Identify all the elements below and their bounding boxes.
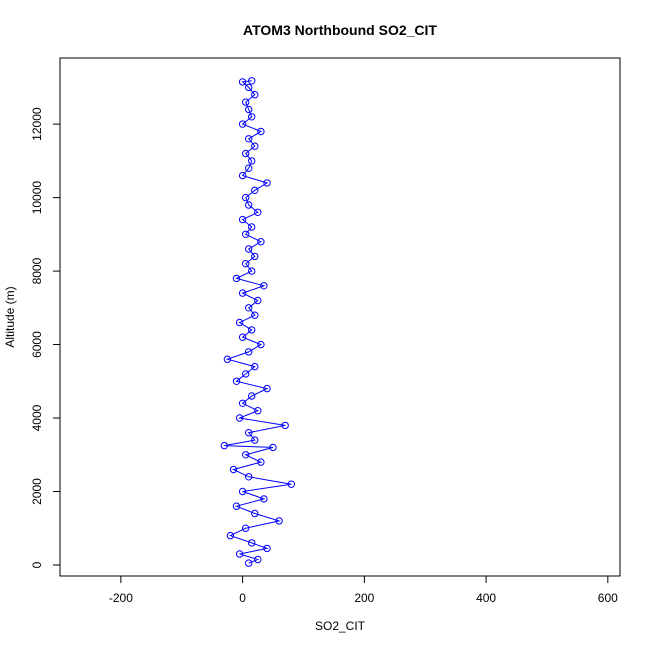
data-point [238, 487, 247, 496]
plot-frame [59, 57, 621, 577]
x-tick-label: 200 [354, 591, 374, 605]
x-tick-label: 600 [598, 591, 618, 605]
data-point [220, 441, 229, 450]
data-point [248, 539, 256, 547]
data-point [254, 407, 262, 415]
chart-title: ATOM3 Northbound SO2_CIT [243, 22, 437, 38]
y-tick-label: 12000 [30, 107, 44, 141]
data-point [238, 78, 247, 86]
data-point [242, 451, 250, 459]
y-axis-label: Altitude (m) [3, 286, 17, 347]
data-point [238, 333, 247, 341]
data-point [251, 142, 259, 150]
data-point [242, 260, 250, 268]
data-point [263, 544, 271, 553]
data-point [242, 524, 250, 532]
x-tick-label: -200 [109, 591, 133, 605]
data-point [229, 465, 238, 474]
data-point [257, 238, 265, 246]
data-point [245, 304, 253, 312]
data-point [238, 120, 247, 128]
series-line [224, 80, 292, 564]
data-point [263, 179, 271, 187]
data-point [242, 193, 250, 202]
data-point [251, 509, 259, 518]
data-point [242, 149, 250, 158]
data-point [248, 267, 256, 275]
data-point [235, 550, 244, 558]
data-point [251, 91, 259, 99]
data-point [251, 252, 259, 261]
data-point [245, 245, 253, 253]
data-point [248, 326, 256, 334]
data-point [245, 105, 253, 114]
data-point [281, 421, 289, 430]
data-point [251, 186, 259, 195]
data-point [223, 355, 232, 363]
x-tick-label: 0 [239, 591, 246, 605]
y-tick-label: 0 [30, 561, 44, 568]
data-point [287, 480, 295, 488]
y-tick-label: 6000 [30, 331, 44, 358]
data-point [226, 531, 235, 540]
data-point [248, 392, 256, 400]
data-point [251, 311, 259, 319]
data-point [257, 340, 265, 349]
data-point [245, 135, 253, 143]
x-axis-label: SO2_CIT [315, 619, 366, 633]
data-point [263, 384, 271, 393]
plot-area [220, 77, 295, 567]
data-point [251, 436, 259, 444]
y-tick-label: 2000 [30, 478, 44, 505]
data-point [235, 318, 244, 327]
y-tick-label: 4000 [30, 404, 44, 431]
data-point [242, 230, 250, 239]
data-point [242, 98, 250, 106]
data-point [245, 83, 253, 92]
data-point [245, 429, 253, 437]
data-point [260, 495, 268, 503]
data-point [257, 127, 265, 136]
data-point [248, 113, 256, 121]
data-point [251, 362, 259, 371]
data-point [248, 77, 256, 85]
data-point [257, 458, 265, 466]
data-point [245, 559, 253, 567]
data-point [238, 289, 247, 297]
y-tick-label: 8000 [30, 257, 44, 284]
data-point [254, 208, 262, 217]
data-point [232, 502, 241, 510]
data-point [245, 164, 253, 172]
data-point [269, 443, 277, 452]
data-point [254, 296, 262, 305]
data-point [245, 348, 253, 356]
data-point [242, 370, 250, 378]
data-point [245, 201, 253, 209]
data-point [254, 555, 262, 564]
data-point [235, 414, 244, 422]
x-tick-label: 400 [476, 591, 496, 605]
y-tick-label: 10000 [30, 181, 44, 215]
data-point [248, 223, 256, 231]
data-point [232, 274, 241, 283]
data-point [260, 282, 268, 290]
data-point [238, 171, 247, 180]
data-point [275, 517, 283, 525]
x-axis: -200 0 200 400 600 [109, 575, 618, 605]
y-axis: 0 2000 4000 6000 8000 10000 12000 [30, 107, 61, 568]
data-point [248, 157, 256, 165]
data-point [238, 399, 247, 407]
data-point [238, 215, 247, 224]
data-point [232, 377, 241, 385]
data-point [245, 473, 253, 481]
